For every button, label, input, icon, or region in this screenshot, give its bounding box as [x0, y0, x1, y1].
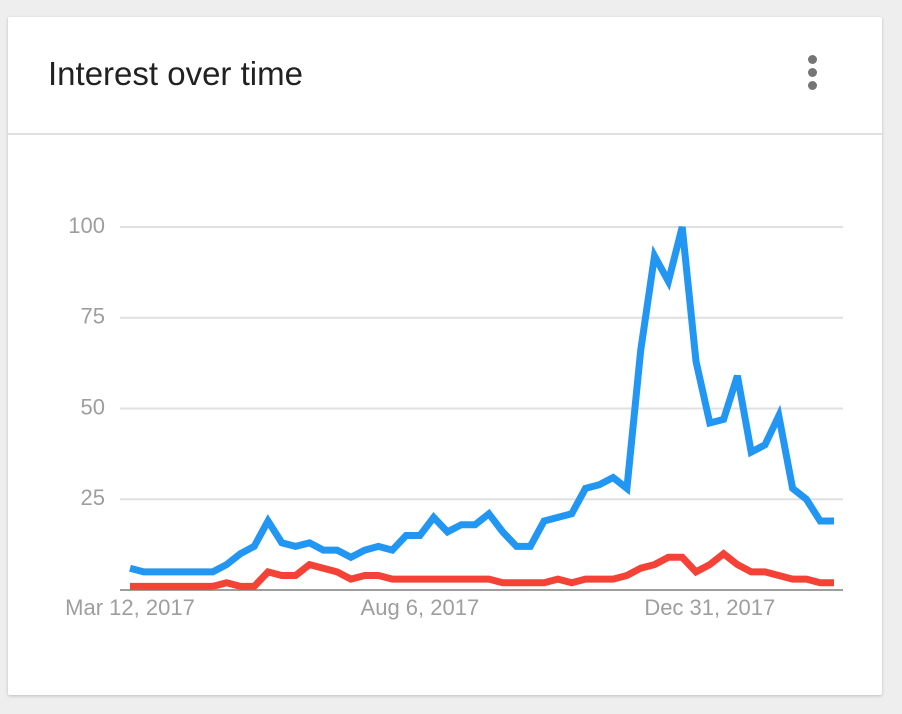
x-tick-label: Dec 31, 2017: [644, 595, 775, 620]
y-tick-label: 50: [81, 394, 105, 419]
menu-button[interactable]: [808, 55, 817, 94]
y-tick-label: 75: [81, 304, 105, 329]
y-tick-label: 100: [68, 213, 105, 238]
card-header: Interest over time: [8, 17, 882, 135]
card-title: Interest over time: [48, 55, 303, 92]
series-line: [129, 226, 834, 576]
x-tick-label: Aug 6, 2017: [361, 595, 480, 620]
y-tick-label: 25: [81, 485, 105, 510]
x-tick-label: Mar 12, 2017: [65, 595, 195, 620]
series-line: [130, 549, 834, 590]
